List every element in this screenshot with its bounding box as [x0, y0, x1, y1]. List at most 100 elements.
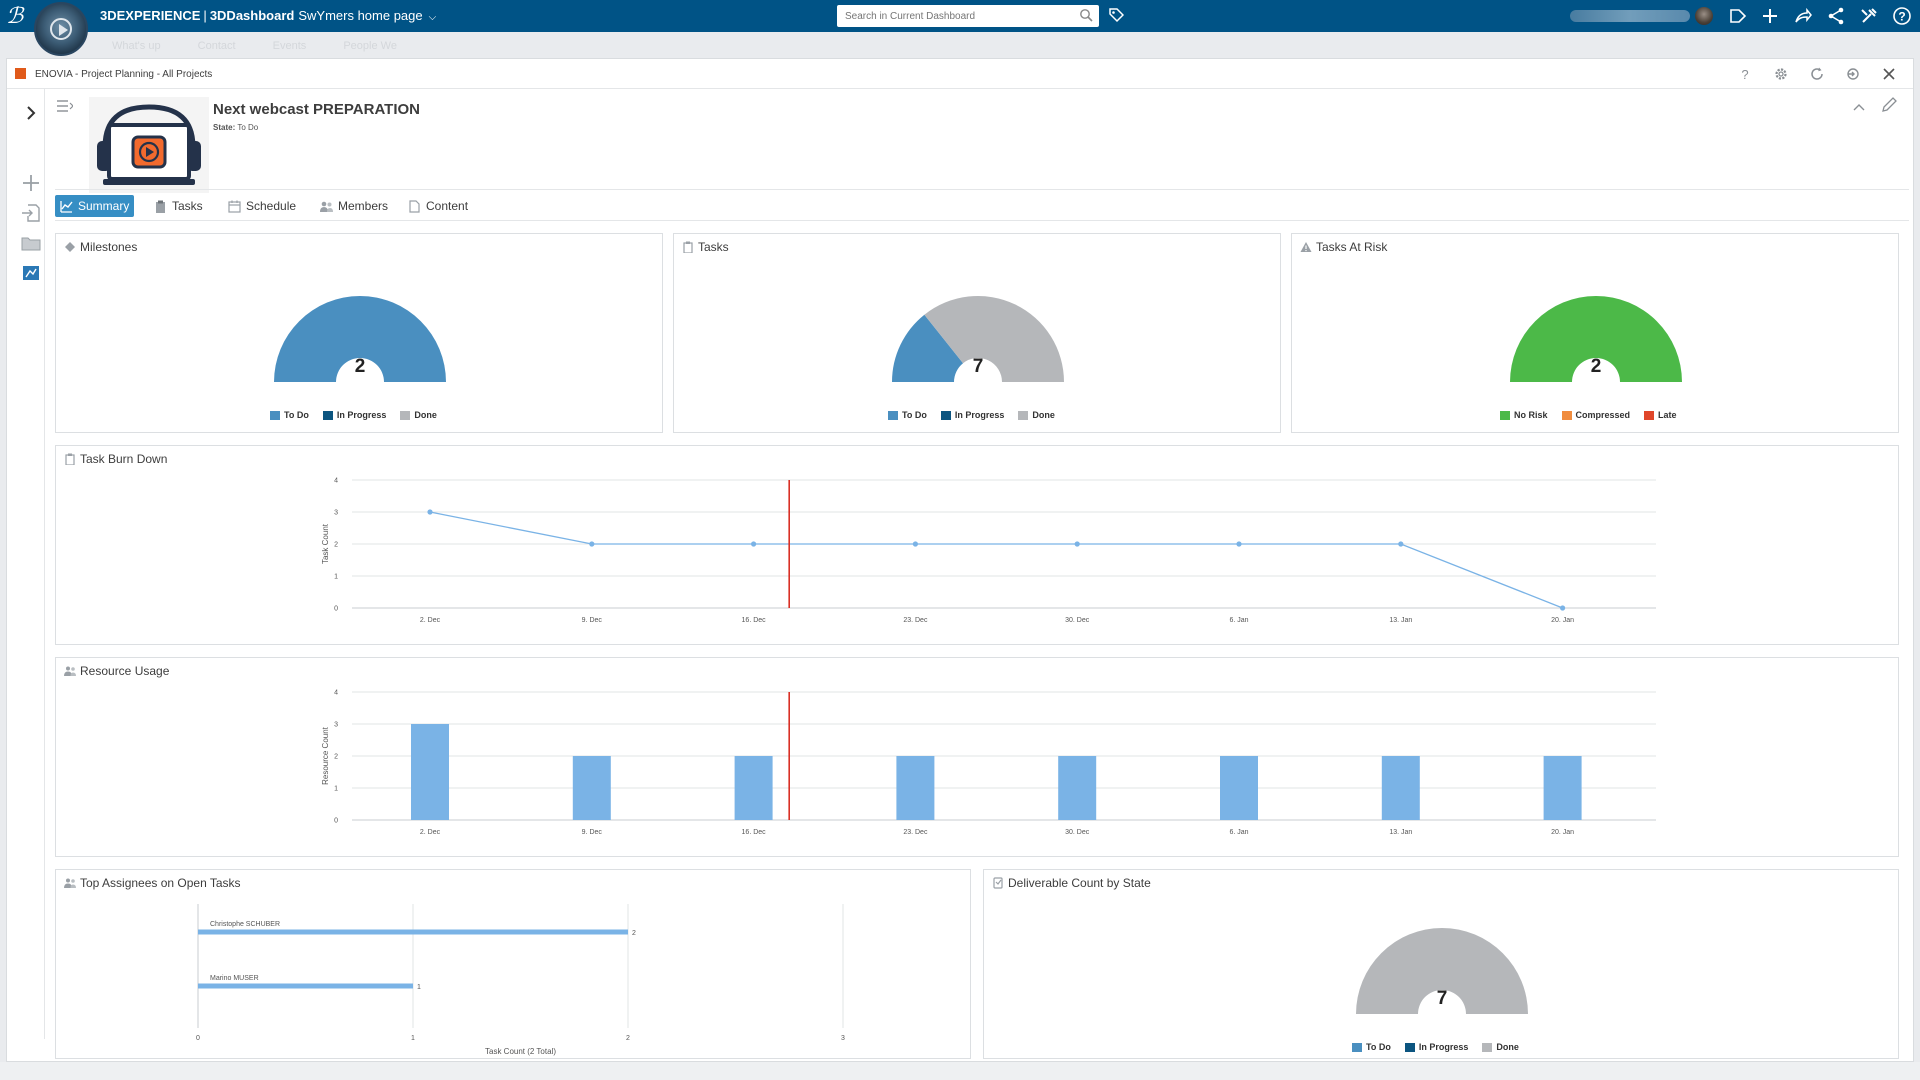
legend-label: Done	[1032, 410, 1055, 420]
legend-item[interactable]: To Do	[270, 410, 309, 420]
x-tick-label: 2	[626, 1035, 630, 1042]
y-tick-label: 0	[334, 606, 338, 613]
tools-icon[interactable]	[1859, 6, 1879, 26]
search-icon[interactable]	[1079, 8, 1093, 22]
milestones-total: 2	[354, 356, 366, 377]
ds-logo-icon[interactable]: ℬ	[6, 4, 24, 29]
brand-3ddashboard: 3DDashboard	[209, 8, 295, 23]
milestone-icon	[65, 242, 75, 252]
tag-icon[interactable]	[1108, 7, 1124, 23]
deliverables-legend: To Do In Progress Done	[1352, 1042, 1519, 1052]
gauge-slice	[1510, 296, 1682, 382]
tab-schedule[interactable]: Schedule	[223, 195, 301, 217]
app-title[interactable]: 3DEXPERIENCE | 3DDashboard SwYmers home pag…	[100, 8, 436, 23]
data-label: 1	[417, 984, 421, 991]
data-point	[912, 541, 919, 547]
tasks-panel: Tasks 7 To Do In Progress Done	[673, 233, 1281, 433]
chevron-up-icon[interactable]	[1853, 103, 1865, 111]
legend-item[interactable]: Done	[400, 410, 437, 420]
brand-3dexperience: 3DEXPERIENCE	[100, 8, 201, 23]
panel-title: Milestones	[80, 240, 138, 254]
help-icon[interactable]: ?	[1892, 6, 1912, 26]
legend-item[interactable]: In Progress	[322, 410, 386, 420]
y-tick-label: 0	[334, 818, 338, 825]
tab-label: Tasks	[172, 199, 203, 213]
search-input[interactable]	[837, 5, 1067, 27]
members-icon	[64, 878, 76, 888]
y-axis-title: Resource Count	[321, 726, 330, 785]
tasks-gauge[interactable]	[888, 290, 1068, 390]
refresh-icon[interactable]	[1809, 66, 1825, 82]
tab-label: Content	[426, 199, 469, 213]
subnav-tab[interactable]: Contact	[197, 40, 236, 52]
search-box[interactable]	[837, 5, 1099, 27]
gauge-slice	[274, 296, 446, 382]
user-name-blurred[interactable]	[1570, 10, 1690, 22]
legend-item[interactable]: In Progress	[940, 410, 1004, 420]
close-icon[interactable]	[1881, 66, 1897, 82]
project-view-icon[interactable]	[21, 263, 41, 283]
add-icon[interactable]	[1760, 6, 1780, 26]
risk-gauge[interactable]	[1506, 290, 1686, 390]
x-tick-label: 16. Dec	[742, 617, 767, 624]
y-axis-title: Task Count	[321, 523, 330, 564]
data-point	[589, 541, 595, 547]
x-tick-label: 30. Dec	[1065, 617, 1090, 624]
forward-icon[interactable]	[1793, 6, 1813, 26]
milestones-gauge[interactable]	[270, 290, 450, 390]
legend-label: In Progress	[1418, 1042, 1469, 1052]
tab-label: Members	[338, 199, 389, 213]
tab-tasks[interactable]: Tasks	[149, 195, 208, 217]
tab-members[interactable]: Members	[315, 195, 393, 217]
avatar[interactable]	[1695, 7, 1713, 25]
add-icon[interactable]	[21, 173, 41, 193]
tab-summary[interactable]: Summary	[55, 195, 135, 217]
legend-item[interactable]: Compressed	[1561, 410, 1630, 420]
import-icon[interactable]	[21, 203, 41, 223]
chevron-right-icon[interactable]	[21, 103, 41, 123]
burndown-chart[interactable]: 0 1 2 3 4 Task Count 2. Dec 9. Dec 16. Dec 23. De…	[56, 446, 1900, 646]
help-icon[interactable]: ?	[1737, 66, 1753, 82]
tab-label: Summary	[78, 199, 130, 213]
legend-item[interactable]: Late	[1644, 410, 1677, 420]
deliverables-gauge[interactable]	[1352, 922, 1532, 1022]
subnav-tab[interactable]: People We	[343, 40, 397, 52]
compass-icon[interactable]	[34, 2, 88, 56]
folder-icon[interactable]	[21, 233, 41, 253]
project-state: State: To Do	[213, 123, 258, 132]
share-icon[interactable]	[1826, 6, 1846, 26]
state-label: State:	[213, 123, 236, 132]
risk-legend: No Risk Compressed Late	[1500, 410, 1677, 420]
menu-icon[interactable]	[57, 99, 73, 113]
legend-item[interactable]: No Risk	[1500, 410, 1548, 420]
subnav-tab[interactable]: What's up	[112, 40, 161, 52]
share-tag-icon[interactable]	[1728, 6, 1748, 26]
legend-label: Done	[1496, 1042, 1519, 1052]
tasks-total: 7	[972, 356, 984, 377]
y-tick-label: 1	[334, 574, 338, 581]
legend-item[interactable]: In Progress	[1404, 1042, 1469, 1052]
legend-item[interactable]: Done	[1482, 1042, 1519, 1052]
bar	[734, 756, 773, 820]
top-assignees-panel: Top Assignees on Open Tasks 0 1 2 3 Christop…	[55, 869, 971, 1059]
data-point	[1074, 541, 1080, 547]
x-tick-label: 13. Jan	[1389, 617, 1412, 624]
x-tick-label: 13. Jan	[1389, 829, 1412, 836]
y-tick-label: 2	[334, 542, 338, 549]
legend-item[interactable]: To Do	[888, 410, 927, 420]
bar	[411, 724, 449, 820]
x-tick-label: 2. Dec	[420, 829, 441, 836]
chevron-down-icon[interactable]: ⌵	[428, 12, 437, 23]
x-tick-label: 1	[411, 1035, 415, 1042]
legend-item[interactable]: To Do	[1352, 1042, 1391, 1052]
gear-icon[interactable]	[1773, 66, 1789, 82]
top-assignees-chart[interactable]: 0 1 2 3 Christophe SCHUBER 2 Marino MUSER 1 Task…	[56, 870, 972, 1060]
subnav-tab[interactable]: Events	[272, 40, 307, 52]
svg-text:?: ?	[1741, 67, 1748, 82]
maximize-icon[interactable]	[1845, 66, 1861, 82]
tab-content[interactable]: Content	[403, 195, 473, 217]
x-tick-label: 0	[196, 1035, 200, 1042]
edit-icon[interactable]	[1881, 97, 1897, 113]
resource-usage-chart[interactable]: 0 1 2 3 4 Resource Count 2. Dec 9. Dec 16. Dec 23…	[56, 658, 1900, 858]
legend-item[interactable]: Done	[1018, 410, 1055, 420]
